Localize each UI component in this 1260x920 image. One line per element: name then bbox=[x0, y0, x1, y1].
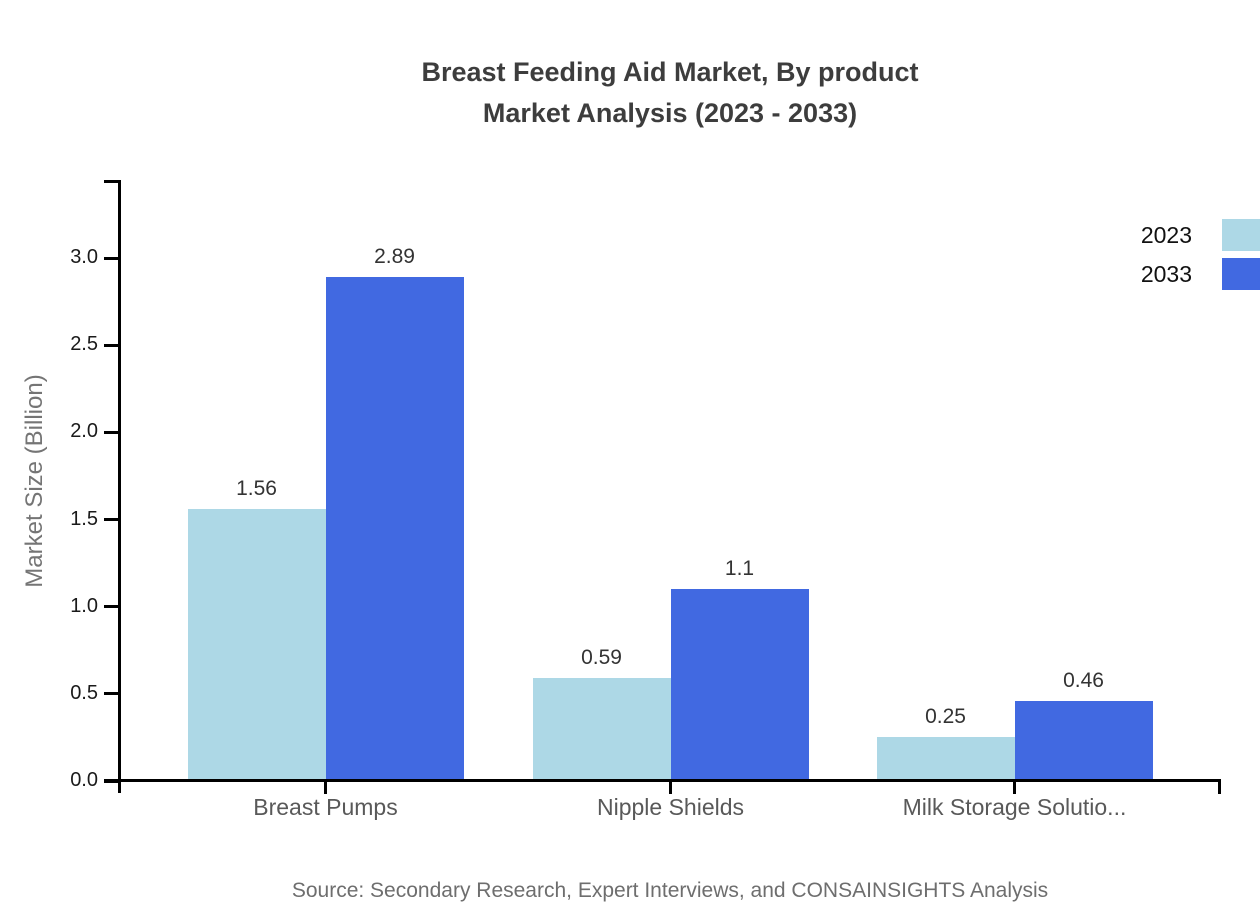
bar-value-label: 0.46 bbox=[1063, 668, 1104, 692]
chart-title: Breast Feeding Aid Market, By product Ma… bbox=[80, 52, 1260, 134]
y-axis-tick bbox=[104, 343, 121, 347]
y-axis-spine bbox=[118, 180, 121, 793]
legend-label: 2033 bbox=[1140, 260, 1192, 287]
bar-2033-series-milk-storage-solutio- bbox=[1014, 700, 1153, 781]
bar-value-label: 0.59 bbox=[581, 646, 622, 670]
bar-value-label: 1.56 bbox=[236, 477, 277, 501]
x-axis-line bbox=[104, 779, 1221, 782]
bar-2033-series-breast-pumps bbox=[325, 277, 464, 781]
legend-item-2023: 2023 bbox=[1141, 219, 1260, 251]
y-axis-tick bbox=[104, 430, 121, 434]
legend-swatch bbox=[1222, 258, 1260, 290]
bar-value-label: 0.25 bbox=[925, 705, 966, 729]
y-axis-top-cap bbox=[104, 180, 121, 183]
bar-value-label: 1.1 bbox=[724, 557, 755, 581]
y-axis-tick bbox=[104, 692, 121, 696]
x-axis-category-label: Nipple Shields bbox=[596, 794, 745, 820]
bar-value-label: 2.89 bbox=[374, 245, 415, 269]
y-axis-tick-label: 0.5 bbox=[70, 681, 98, 704]
y-axis-tick bbox=[104, 518, 121, 521]
y-axis-tick-label: 1.0 bbox=[70, 594, 98, 617]
y-axis-tick-label: 2.5 bbox=[70, 333, 98, 356]
chart-title-line-1: Breast Feeding Aid Market, By product bbox=[421, 57, 919, 87]
y-axis-tick bbox=[104, 256, 121, 260]
chart-title-line-2: Market Analysis (2023 - 2033) bbox=[482, 98, 858, 128]
bar-2023-series-milk-storage-solutio- bbox=[876, 737, 1015, 781]
y-axis-title: Market Size (Billion) bbox=[21, 374, 48, 588]
x-axis-category-label: Breast Pumps bbox=[253, 794, 398, 820]
legend: 2023 2033 bbox=[1141, 219, 1260, 297]
bar-2023-series-breast-pumps bbox=[187, 509, 326, 781]
legend-swatch bbox=[1222, 219, 1260, 251]
bar-2023-series-nipple-shields bbox=[532, 678, 671, 781]
x-axis-end-cap bbox=[1218, 779, 1221, 794]
y-axis-tick-label: 3.0 bbox=[70, 246, 98, 268]
y-axis-tick-label: 1.5 bbox=[70, 507, 98, 530]
legend-item-2033: 2033 bbox=[1141, 258, 1260, 290]
x-axis-category-label: Milk Storage Solutio... bbox=[902, 794, 1127, 820]
y-axis-tick bbox=[104, 605, 121, 609]
y-axis-tick-label: 2.0 bbox=[70, 420, 98, 443]
source-note: Source: Secondary Research, Expert Inter… bbox=[291, 879, 1049, 902]
bar-2033-series-nipple-shields bbox=[670, 589, 809, 781]
x-axis-tick bbox=[1013, 779, 1016, 794]
legend-label: 2023 bbox=[1140, 221, 1192, 248]
y-axis-tick bbox=[104, 779, 121, 783]
y-axis-tick-label: 0.0 bbox=[70, 769, 98, 791]
x-axis-tick bbox=[324, 779, 327, 794]
x-axis-tick bbox=[669, 779, 672, 794]
